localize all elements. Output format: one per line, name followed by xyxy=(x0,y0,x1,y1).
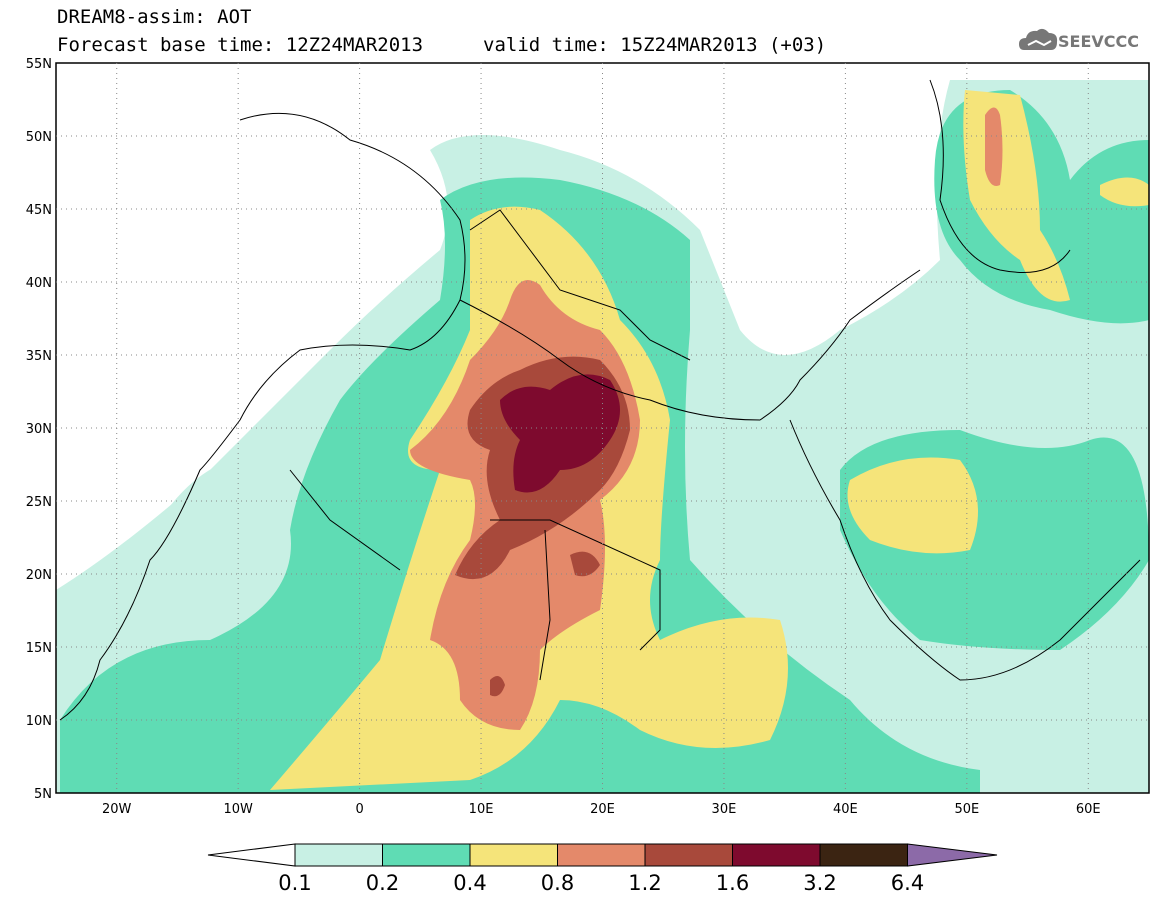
lat-tick-label: 10N xyxy=(26,714,52,729)
lon-tick-label: 10W xyxy=(223,802,253,817)
lat-tick-label: 55N xyxy=(26,57,52,72)
colorbar-swatch xyxy=(294,843,383,867)
colorbar-label: 1.2 xyxy=(628,871,662,895)
lat-tick-label: 50N xyxy=(26,130,52,145)
country-borders xyxy=(59,79,1141,721)
lat-tick-label: 5N xyxy=(34,787,52,802)
lat-tick-label: 30N xyxy=(26,422,52,437)
lon-tick-label: 0 xyxy=(355,802,363,817)
longitude-labels: 20W 10W 0 10E 20E 30E 40E 50E 60E xyxy=(102,802,1101,817)
map-title: DREAM8-assim: AOT xyxy=(57,6,252,28)
colorbar-label: 1.6 xyxy=(715,871,750,895)
colorbar-label: 0.4 xyxy=(453,871,487,895)
lon-tick-label: 50E xyxy=(954,802,979,817)
cloud-logo-icon xyxy=(1019,28,1058,50)
lat-tick-label: 15N xyxy=(26,641,52,656)
lat-tick-label: 20N xyxy=(26,568,52,583)
colorbar-under-arrow xyxy=(207,843,296,867)
colorbar-swatch xyxy=(819,843,908,867)
colorbar-swatch xyxy=(469,843,558,867)
aot-field xyxy=(56,63,1149,793)
graticule xyxy=(56,63,1149,793)
colorbar xyxy=(207,843,998,867)
colorbar-swatch xyxy=(732,843,821,867)
lat-tick-label: 25N xyxy=(26,495,52,510)
colorbar-swatch xyxy=(382,843,471,867)
aot-band-1.6 xyxy=(500,374,620,493)
colorbar-label: 0.1 xyxy=(278,871,312,895)
colorbar-label: 0.2 xyxy=(365,871,400,895)
valid-time: valid time: 15Z24MAR2013 (+03) xyxy=(483,34,827,56)
lat-tick-label: 40N xyxy=(26,276,52,291)
lon-tick-label: 30E xyxy=(712,802,737,817)
lat-tick-label: 35N xyxy=(26,349,52,364)
forecast-base-time: Forecast base time: 12Z24MAR2013 xyxy=(57,34,424,56)
lon-tick-label: 60E xyxy=(1076,802,1101,817)
lon-tick-label: 20W xyxy=(102,802,132,817)
lon-tick-label: 40E xyxy=(833,802,858,817)
colorbar-label: 3.2 xyxy=(803,871,837,895)
lon-tick-label: 20E xyxy=(590,802,615,817)
colorbar-over-arrow xyxy=(907,843,998,867)
colorbar-label: 0.8 xyxy=(540,871,575,895)
colorbar-swatch xyxy=(557,843,646,867)
logo-text: SEEVCCC xyxy=(1058,32,1139,51)
lon-tick-label: 10E xyxy=(469,802,494,817)
lat-tick-label: 45N xyxy=(26,203,52,218)
latitude-labels: 55N 50N 45N 40N 35N 30N 25N 20N 15N 10N 5N xyxy=(26,57,52,802)
colorbar-label: 6.4 xyxy=(890,871,925,895)
colorbar-swatch xyxy=(644,843,733,867)
